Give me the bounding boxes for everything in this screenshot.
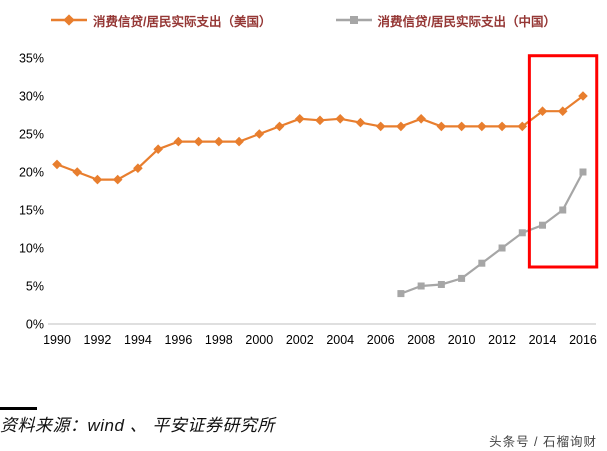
us-series-point xyxy=(214,136,224,147)
x-axis-label: 2010 xyxy=(448,333,476,347)
x-axis-label: 1990 xyxy=(43,333,71,347)
watermark-text: 头条号 / 石榴询财 xyxy=(489,435,597,449)
y-axis-label: 25% xyxy=(19,128,44,142)
china-series-marker-icon xyxy=(335,16,372,24)
us-series-point xyxy=(375,121,386,132)
x-axis-label: 2002 xyxy=(286,333,314,347)
us-series-point xyxy=(477,121,487,132)
x-axis-label: 1998 xyxy=(205,333,233,347)
y-axis-label: 10% xyxy=(19,242,44,256)
y-axis-label: 35% xyxy=(19,52,44,66)
us-series-point xyxy=(355,117,366,128)
line-chart: 0% 5% 10% 15% 20% 25% 30% 35% 1990 1992 1994 1996 19… xyxy=(19,52,599,347)
legend-label-china: 消费信贷/居民实际支出（中国） xyxy=(377,14,556,29)
us-series-point xyxy=(254,129,265,139)
us-series-point xyxy=(497,121,507,132)
us-series-point xyxy=(72,167,83,177)
us-series-point xyxy=(335,113,346,124)
y-axis-label: 20% xyxy=(19,166,44,180)
x-axis-label: 1996 xyxy=(164,333,192,347)
us-series-point xyxy=(133,163,143,174)
us-series-point xyxy=(517,121,528,132)
legend-item-china: 消费信贷/居民实际支出（中国） xyxy=(335,11,556,30)
x-axis-label: 1992 xyxy=(84,333,112,347)
source-text: 资料来源：wind 、 平安证券研究所 xyxy=(0,416,275,435)
china-series-point xyxy=(518,229,526,237)
x-axis-label: 2000 xyxy=(245,333,273,347)
us-series-point xyxy=(557,106,568,117)
y-axis-label: 30% xyxy=(19,90,44,104)
china-series-point xyxy=(437,280,445,288)
x-axis-label: 2004 xyxy=(326,333,354,347)
y-axis-label: 0% xyxy=(26,318,44,332)
us-series-point xyxy=(112,174,123,185)
china-series-point xyxy=(478,259,486,267)
us-series-point xyxy=(436,121,447,132)
china-series-point xyxy=(539,221,547,229)
us-series-point xyxy=(153,144,163,155)
y-axis-label: 15% xyxy=(19,204,44,218)
china-series-point xyxy=(458,274,466,282)
china-series-line xyxy=(400,171,584,295)
us-series-point xyxy=(193,136,204,147)
x-axis-label: 2012 xyxy=(488,333,516,347)
us-series-point xyxy=(294,113,305,124)
us-series-point xyxy=(396,121,406,132)
us-series-point xyxy=(234,136,244,147)
x-axis-label: 2014 xyxy=(529,333,557,347)
us-series-point xyxy=(315,115,325,126)
china-series-point xyxy=(417,282,425,290)
x-axis-label: 1994 xyxy=(124,333,152,347)
y-axis-label: 5% xyxy=(26,280,44,294)
us-series-point xyxy=(274,121,285,132)
us-series-marker-icon xyxy=(51,14,88,26)
x-axis-label: 2006 xyxy=(367,333,395,347)
us-series-point xyxy=(92,174,103,185)
china-series-point xyxy=(559,206,567,214)
china-series-point xyxy=(498,244,506,252)
us-series-point xyxy=(52,159,62,170)
footer-rule xyxy=(0,407,37,410)
x-axis-label: 2016 xyxy=(569,333,597,347)
chart-legend: 消费信贷/居民实际支出（美国） 消费信贷/居民实际支出（中国） xyxy=(0,8,607,32)
legend-item-us: 消费信贷/居民实际支出（美国） xyxy=(51,11,272,30)
china-series-point xyxy=(397,290,405,298)
x-axis-label: 2008 xyxy=(407,333,435,347)
us-series-point xyxy=(537,106,548,117)
highlight-box xyxy=(527,54,599,269)
legend-label-us: 消费信贷/居民实际支出（美国） xyxy=(93,14,272,29)
china-series-point xyxy=(579,168,587,176)
us-series-point xyxy=(456,121,467,132)
us-series-point xyxy=(578,91,588,101)
us-series-point xyxy=(173,136,184,147)
us-series-point xyxy=(416,113,426,124)
